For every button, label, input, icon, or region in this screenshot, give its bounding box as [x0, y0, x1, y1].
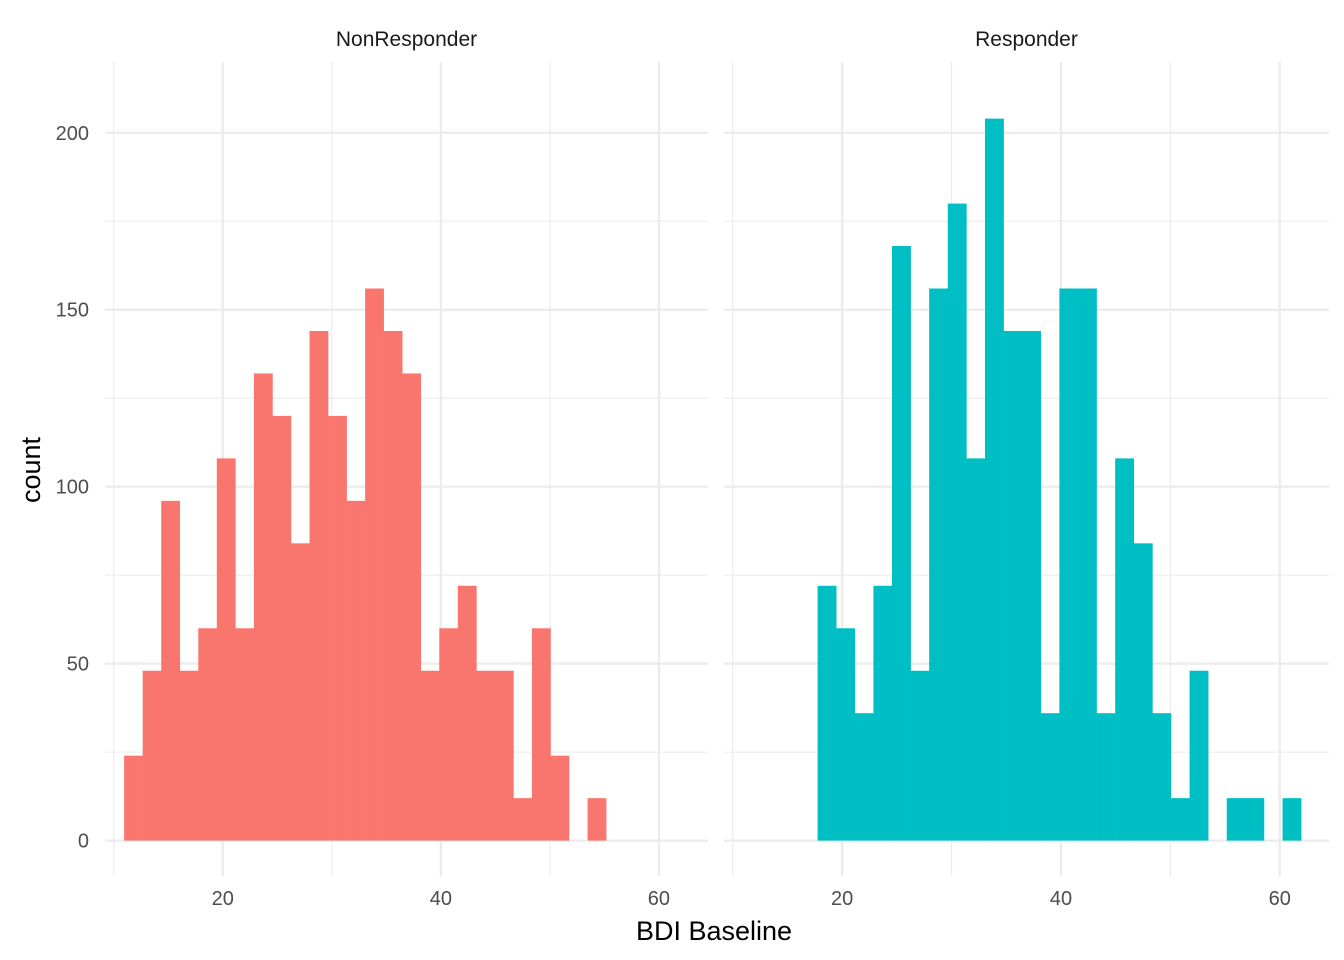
histogram-bar — [124, 755, 143, 841]
panel-nonresponder: NonResponder 20 40 60 0 50 100 150 200 — [56, 28, 708, 910]
histogram-bar — [1245, 798, 1265, 841]
histogram-bar — [947, 203, 967, 841]
y-tick-label: 200 — [56, 123, 89, 145]
y-tick-label: 150 — [56, 300, 89, 322]
histogram-bar — [383, 330, 403, 841]
histogram-bar — [1282, 798, 1302, 841]
histogram-bar — [966, 458, 986, 841]
histogram-bar — [1040, 713, 1060, 841]
histogram-bar — [272, 415, 292, 841]
histogram-bar — [1189, 670, 1209, 841]
histogram-bar — [1059, 288, 1079, 841]
histogram-bar — [531, 628, 551, 841]
histogram-bar — [494, 670, 514, 841]
histogram-bar — [216, 458, 236, 841]
histogram-bar — [854, 713, 874, 841]
y-axis-title: count — [16, 436, 46, 503]
facet-strip-label: NonResponder — [336, 28, 477, 51]
histogram-bar — [235, 628, 255, 841]
histogram-bar — [402, 373, 422, 841]
histogram-bar — [457, 585, 477, 841]
histogram-bar — [550, 755, 570, 841]
facet-strip-label: Responder — [975, 28, 1078, 51]
histogram-bar — [142, 670, 162, 841]
x-tick-label: 40 — [1050, 888, 1072, 910]
histogram-bar — [910, 670, 930, 841]
histogram-bar — [984, 118, 1004, 841]
histogram-bar — [476, 670, 496, 841]
histogram-bar — [420, 670, 440, 841]
histogram-bar — [1170, 798, 1190, 841]
x-tick-label: 60 — [648, 888, 670, 910]
histogram-bar — [161, 500, 181, 841]
histogram-bar — [587, 798, 607, 841]
histogram-bar — [873, 585, 893, 841]
histogram-bar — [365, 288, 384, 841]
y-tick-label: 0 — [78, 831, 89, 853]
histogram-bar — [1096, 713, 1116, 841]
x-tick-label: 60 — [1269, 888, 1291, 910]
histogram-bar — [309, 330, 329, 841]
x-axis-title: BDI Baseline — [636, 916, 792, 946]
x-tick-label: 20 — [212, 888, 234, 910]
y-tick-label: 100 — [56, 477, 89, 499]
histogram-bar — [439, 628, 459, 841]
y-tick-label: 50 — [67, 654, 89, 676]
panel-responder: Responder 20 40 60 — [724, 28, 1329, 910]
histogram-bar — [1115, 458, 1135, 841]
histogram-bar — [1077, 288, 1097, 841]
histogram-bar — [1226, 798, 1246, 841]
histogram-bar — [1003, 330, 1023, 841]
histogram-bar — [1152, 713, 1172, 841]
histogram-bar — [513, 798, 533, 841]
histogram-bar — [179, 670, 199, 841]
histogram-bar — [929, 288, 949, 841]
histogram-bar — [836, 628, 856, 841]
histogram-bar — [328, 415, 347, 841]
histogram-bar — [817, 585, 837, 841]
histogram-bar — [346, 500, 366, 841]
histogram-bar — [290, 543, 310, 841]
histogram-bar — [891, 246, 911, 841]
histogram-bar — [198, 628, 218, 841]
histogram-bar — [1022, 330, 1042, 841]
histogram-bar — [253, 373, 273, 841]
histogram-bar — [1133, 543, 1153, 841]
x-tick-label: 40 — [430, 888, 452, 910]
x-tick-label: 20 — [831, 888, 853, 910]
